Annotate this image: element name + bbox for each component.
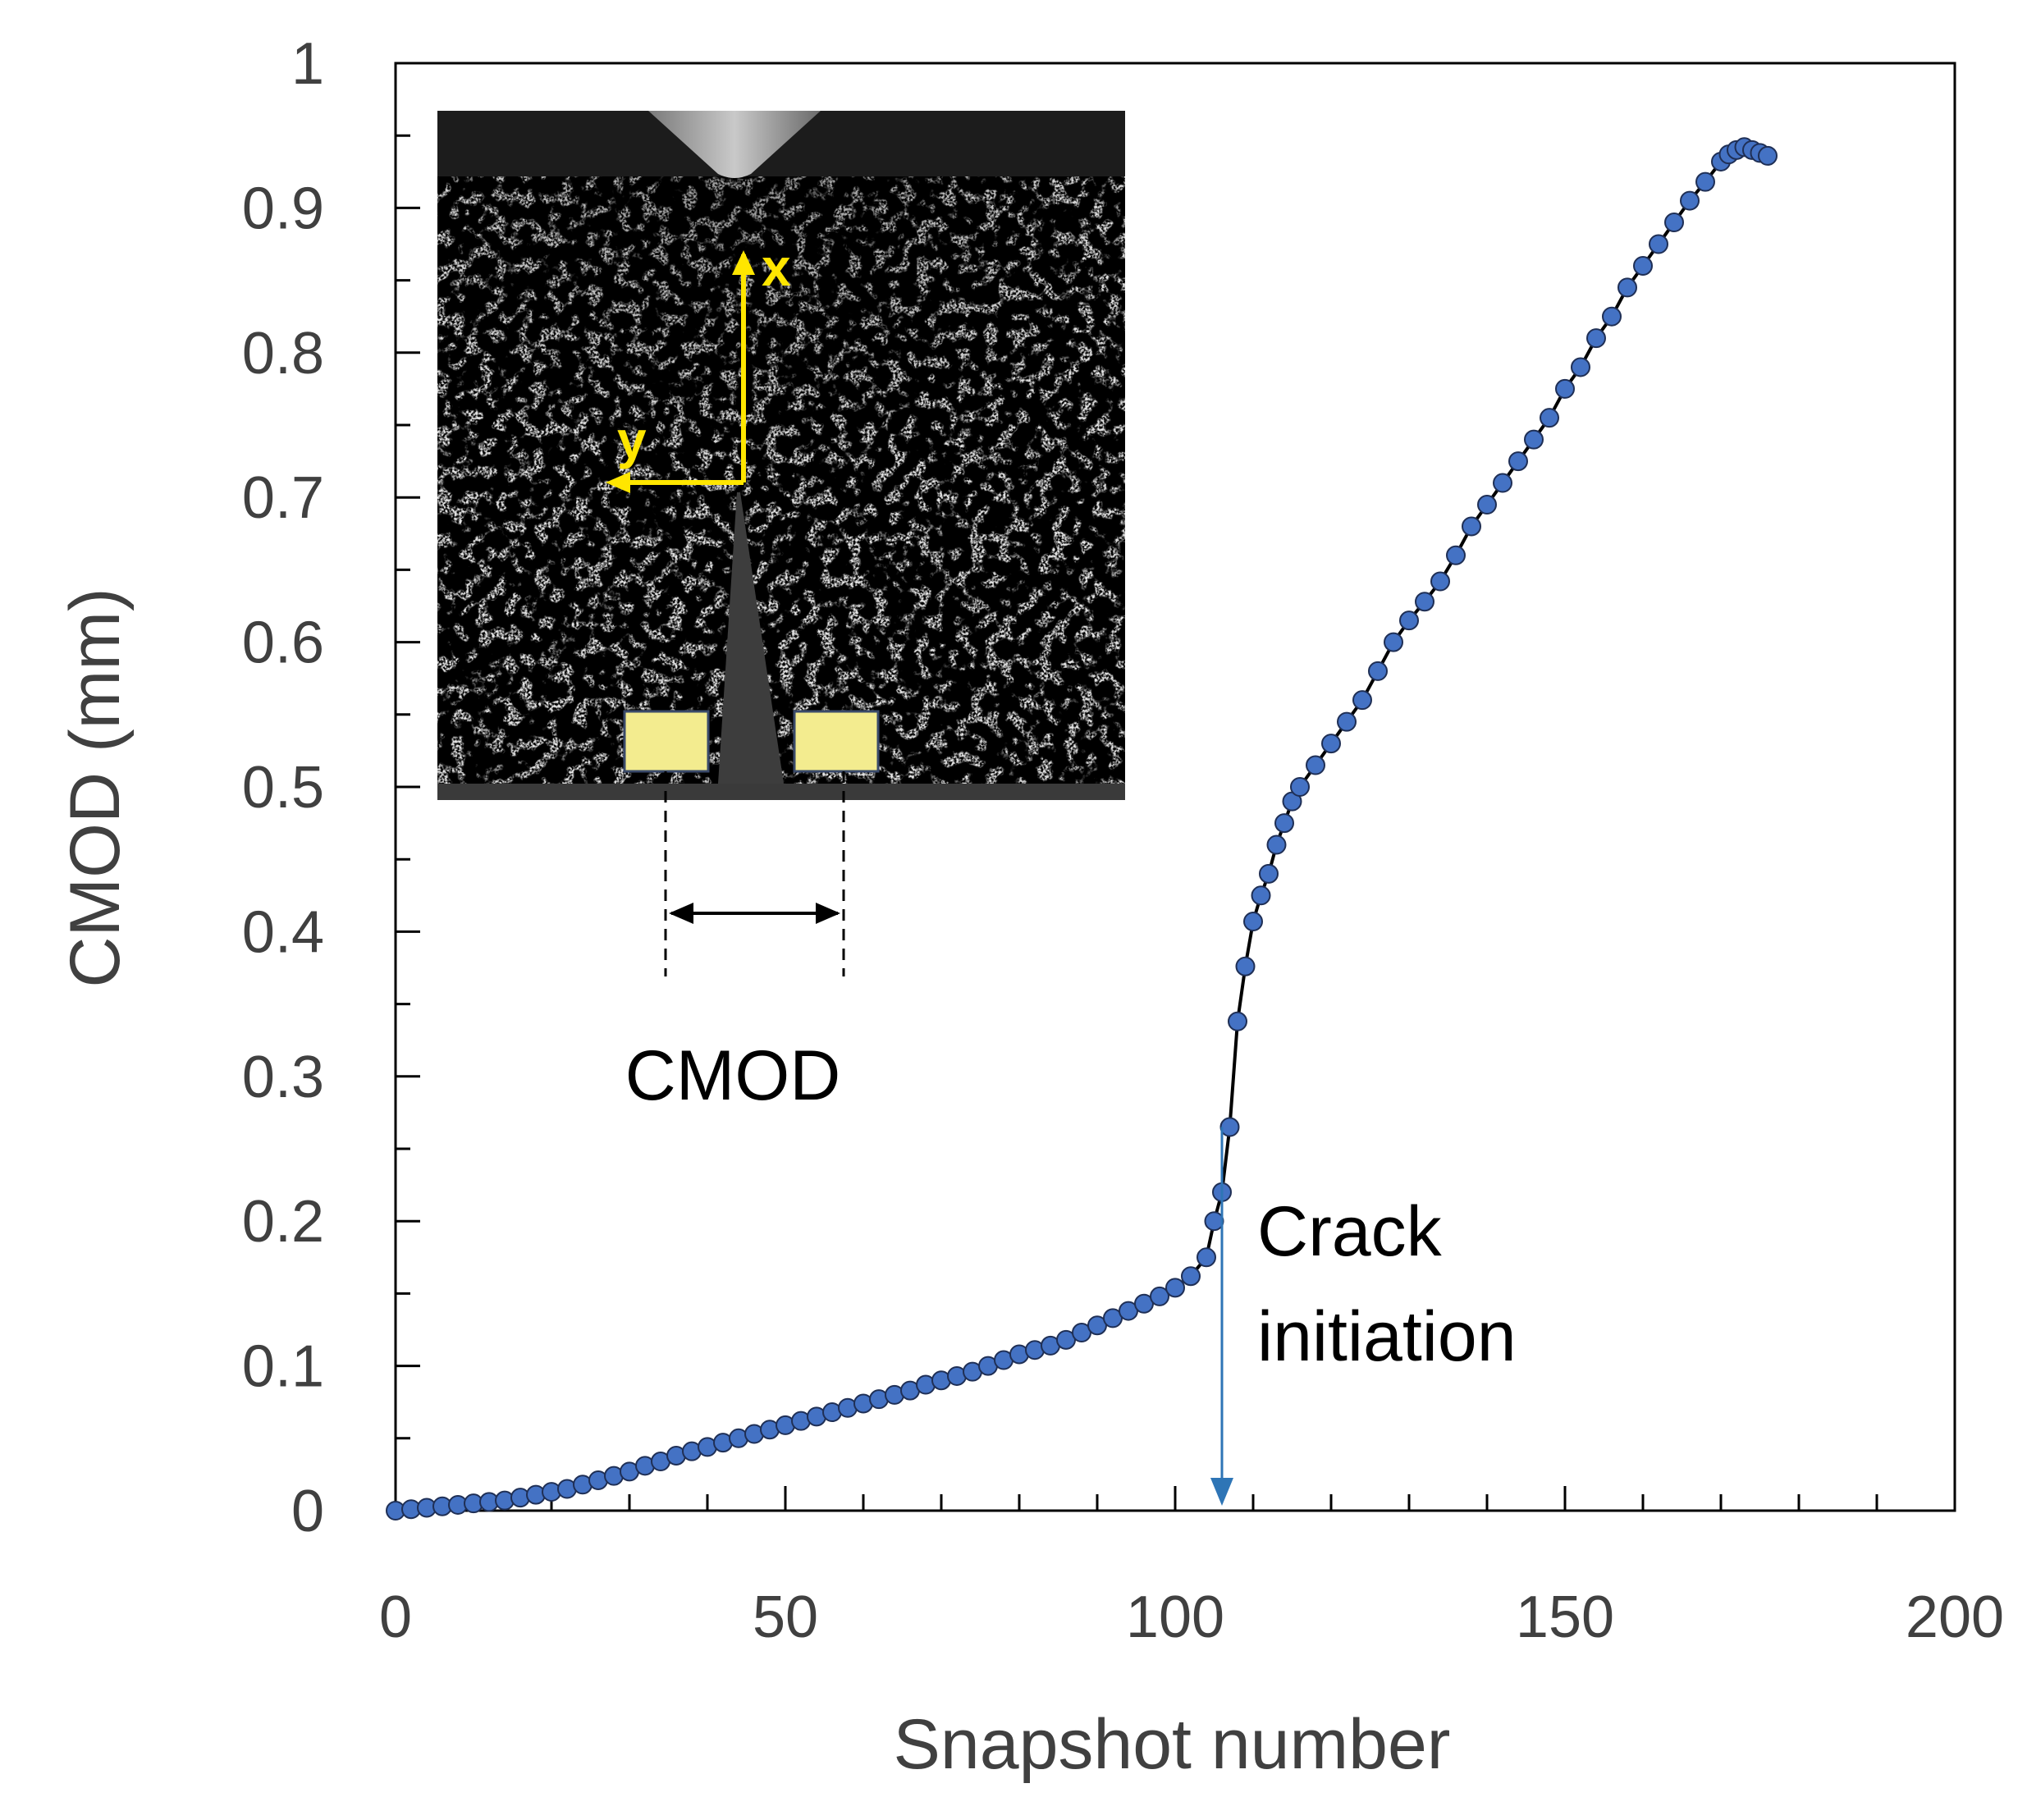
y-tick-label: 0.4 bbox=[242, 899, 324, 965]
data-point bbox=[1181, 1266, 1201, 1287]
cmod-left-arrowhead bbox=[669, 903, 693, 924]
x-axis-label: Snapshot number bbox=[894, 1705, 1451, 1784]
data-point bbox=[1384, 632, 1403, 652]
data-point bbox=[1540, 408, 1559, 428]
data-point bbox=[1649, 234, 1668, 254]
cmod-right-arrowhead bbox=[816, 903, 840, 924]
data-point bbox=[1290, 777, 1310, 797]
data-point bbox=[1462, 516, 1481, 537]
y-tick-label: 0 bbox=[291, 1479, 324, 1544]
y-tick-label: 0.9 bbox=[242, 176, 324, 241]
inset-y-axis-label: y bbox=[617, 410, 647, 469]
crack-label-line1: Crack bbox=[1257, 1192, 1443, 1271]
data-point bbox=[1758, 145, 1778, 166]
x-tick-label: 0 bbox=[379, 1584, 412, 1650]
data-point bbox=[1368, 661, 1388, 681]
x-tick-label: 200 bbox=[1906, 1584, 2004, 1650]
data-point bbox=[1165, 1278, 1185, 1298]
data-point bbox=[1266, 835, 1287, 855]
crack-initiation-arrowhead bbox=[1210, 1478, 1233, 1506]
inset-x-arrowhead bbox=[732, 250, 755, 275]
data-point bbox=[1493, 473, 1512, 493]
data-point bbox=[1446, 545, 1466, 565]
data-point bbox=[1321, 734, 1341, 754]
data-point bbox=[1235, 956, 1256, 976]
inset-y-arrowhead bbox=[606, 472, 630, 493]
specimen-inset: x y bbox=[437, 111, 1125, 800]
inset-bottom-edge bbox=[437, 784, 1125, 800]
inset-indenter bbox=[648, 111, 821, 178]
data-point bbox=[1430, 571, 1450, 592]
crack-label-line2: initiation bbox=[1257, 1297, 1517, 1376]
y-tick-label: 1 bbox=[291, 31, 324, 97]
y-axis-label: CMOD (mm) bbox=[56, 588, 135, 987]
y-tick-label: 0.1 bbox=[242, 1334, 324, 1400]
x-axis-ticks bbox=[394, 1486, 1956, 1511]
data-point bbox=[1251, 885, 1271, 906]
cmod-measurement: CMOD bbox=[625, 771, 845, 1115]
y-tick-label: 0.8 bbox=[242, 321, 324, 386]
x-tick-label: 100 bbox=[1126, 1584, 1224, 1650]
crack-initiation-annotation: Crack initiation bbox=[1210, 1127, 1517, 1506]
inset-notch bbox=[718, 492, 784, 784]
data-point bbox=[1477, 495, 1497, 515]
data-point bbox=[1197, 1247, 1216, 1268]
data-point bbox=[1695, 171, 1715, 192]
data-point bbox=[1571, 357, 1590, 377]
y-axis-tick-labels: 0 0.1 0.2 0.3 0.4 0.5 0.6 0.7 0.8 0.9 1 bbox=[242, 31, 324, 1544]
data-point bbox=[1602, 306, 1622, 327]
data-point bbox=[1228, 1011, 1247, 1031]
data-point bbox=[1586, 328, 1606, 349]
y-tick-label: 0.7 bbox=[242, 465, 324, 531]
data-point bbox=[1633, 255, 1653, 276]
data-point bbox=[1555, 378, 1575, 399]
data-point bbox=[1150, 1286, 1169, 1306]
left-gauge-box bbox=[623, 710, 710, 773]
data-point bbox=[1219, 1117, 1240, 1137]
y-tick-label: 0.6 bbox=[242, 610, 324, 676]
data-point bbox=[1524, 429, 1544, 450]
inset-speckle-coarse bbox=[437, 172, 1125, 784]
y-tick-label: 0.3 bbox=[242, 1045, 324, 1110]
x-tick-label: 50 bbox=[753, 1584, 818, 1650]
data-point bbox=[1259, 863, 1279, 884]
data-point bbox=[1306, 755, 1325, 775]
data-point bbox=[1204, 1211, 1224, 1232]
x-tick-label: 150 bbox=[1516, 1584, 1614, 1650]
data-point bbox=[1243, 912, 1263, 932]
data-point bbox=[1337, 711, 1357, 732]
y-tick-label: 0.2 bbox=[242, 1189, 324, 1255]
series-markers bbox=[386, 137, 1778, 1520]
y-tick-label: 0.5 bbox=[242, 755, 324, 821]
data-point bbox=[1399, 610, 1419, 631]
x-axis-tick-labels: 0 50 100 150 200 bbox=[379, 1584, 2004, 1650]
data-point bbox=[1508, 451, 1528, 472]
data-point bbox=[1415, 592, 1434, 612]
cmod-label: CMOD bbox=[625, 1036, 841, 1115]
data-point bbox=[1680, 190, 1700, 211]
data-point bbox=[1617, 277, 1637, 298]
inset-x-axis-label: x bbox=[762, 238, 791, 297]
data-point bbox=[1664, 213, 1684, 233]
data-point bbox=[1274, 813, 1294, 834]
right-gauge-box bbox=[793, 710, 880, 773]
data-point bbox=[1352, 690, 1372, 711]
